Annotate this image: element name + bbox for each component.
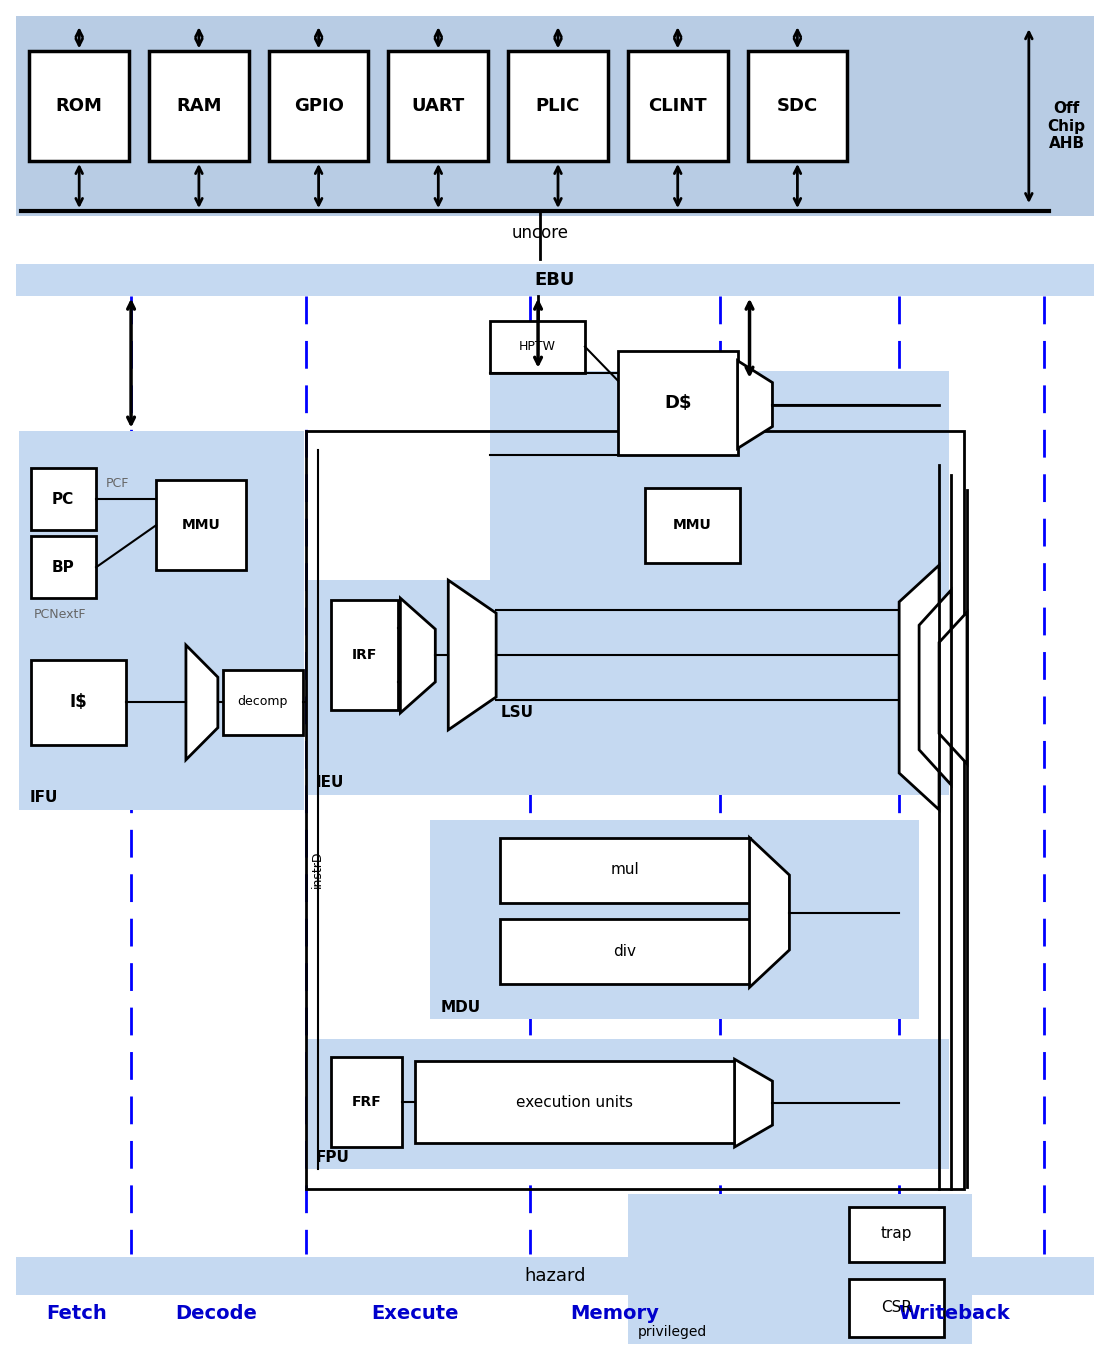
Text: EBU: EBU <box>535 271 576 288</box>
Text: instrD: instrD <box>311 851 324 888</box>
Text: GPIO: GPIO <box>293 97 344 116</box>
Text: mul: mul <box>610 862 640 877</box>
Text: D$: D$ <box>664 393 691 412</box>
Text: ROM: ROM <box>56 97 103 116</box>
Bar <box>389 51 488 162</box>
Bar <box>849 1207 944 1262</box>
Bar <box>430 820 920 1020</box>
Text: PC: PC <box>53 492 74 506</box>
Text: IRF: IRF <box>352 648 377 661</box>
Text: Memory: Memory <box>570 1304 660 1323</box>
Bar <box>747 51 848 162</box>
Bar <box>508 51 608 162</box>
Text: Execute: Execute <box>372 1304 459 1323</box>
Text: PLIC: PLIC <box>535 97 580 116</box>
Bar <box>149 51 249 162</box>
Text: hazard: hazard <box>524 1266 586 1285</box>
Bar <box>19 431 304 810</box>
Bar <box>330 601 399 710</box>
Text: Off
Chip
AHB: Off Chip AHB <box>1047 101 1085 151</box>
Bar <box>491 321 585 373</box>
Bar <box>306 581 949 795</box>
Bar <box>330 1057 402 1148</box>
Bar <box>501 920 749 985</box>
Text: UART: UART <box>412 97 465 116</box>
Text: FRF: FRF <box>352 1095 381 1109</box>
Text: MMU: MMU <box>181 519 221 532</box>
Text: FPU: FPU <box>316 1149 349 1165</box>
Text: CLINT: CLINT <box>648 97 707 116</box>
Bar <box>17 16 1093 216</box>
Text: div: div <box>614 944 636 959</box>
Polygon shape <box>400 598 436 713</box>
Text: IEU: IEU <box>316 776 344 791</box>
Bar <box>618 350 738 455</box>
Text: CSR: CSR <box>880 1300 912 1315</box>
Bar <box>17 264 1093 296</box>
Text: MDU: MDU <box>440 999 480 1014</box>
Bar <box>849 1278 944 1336</box>
Bar <box>501 838 749 902</box>
Polygon shape <box>448 581 496 730</box>
Bar <box>306 431 964 1189</box>
Text: privileged: privileged <box>637 1324 707 1339</box>
Text: LSU: LSU <box>501 706 533 721</box>
Bar <box>628 1193 972 1343</box>
Bar <box>31 536 96 598</box>
Text: PCNextF: PCNextF <box>34 607 86 621</box>
Text: Writeback: Writeback <box>898 1304 1010 1323</box>
Bar <box>17 1257 1093 1294</box>
Text: HPTW: HPTW <box>519 341 556 353</box>
Text: SDC: SDC <box>777 97 818 116</box>
Text: IFU: IFU <box>29 791 58 806</box>
Polygon shape <box>738 361 773 449</box>
Text: RAM: RAM <box>176 97 222 116</box>
Polygon shape <box>899 566 939 810</box>
Bar <box>306 1040 949 1169</box>
Text: MMU: MMU <box>672 519 711 532</box>
Bar <box>491 370 949 725</box>
Text: Fetch: Fetch <box>46 1304 106 1323</box>
Bar <box>223 669 302 735</box>
Polygon shape <box>186 645 218 760</box>
Text: decomp: decomp <box>237 695 288 709</box>
Text: uncore: uncore <box>512 224 569 242</box>
Bar <box>645 489 739 563</box>
Polygon shape <box>735 1059 773 1148</box>
Bar <box>29 51 129 162</box>
Text: trap: trap <box>880 1226 912 1242</box>
Polygon shape <box>939 612 967 764</box>
Polygon shape <box>749 838 790 987</box>
Bar <box>628 51 728 162</box>
Bar <box>31 660 127 745</box>
Text: BP: BP <box>52 560 75 575</box>
Text: PCF: PCF <box>106 477 130 490</box>
Bar <box>156 481 245 570</box>
Polygon shape <box>920 590 951 785</box>
Text: Decode: Decode <box>175 1304 256 1323</box>
Bar <box>31 469 96 531</box>
Text: execution units: execution units <box>516 1095 634 1110</box>
Text: I$: I$ <box>69 692 87 711</box>
Bar <box>416 1061 735 1144</box>
Bar <box>269 51 368 162</box>
